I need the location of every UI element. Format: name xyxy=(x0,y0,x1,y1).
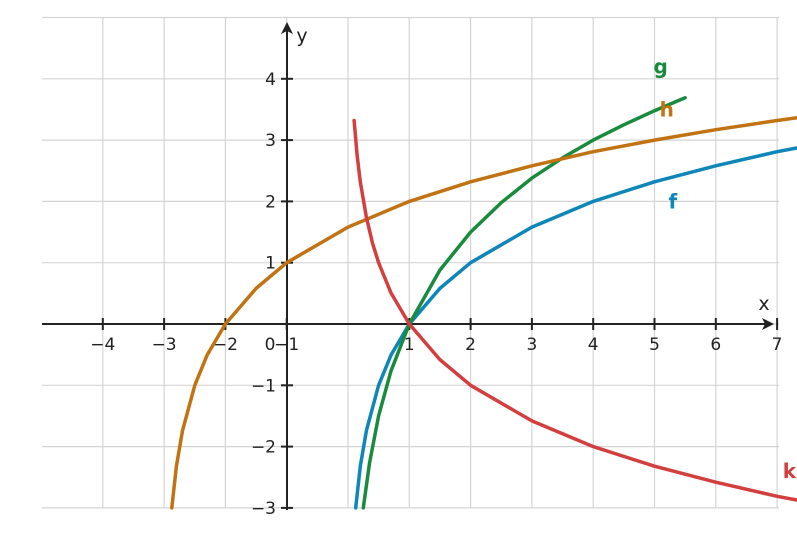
curve-g xyxy=(361,96,687,510)
y-tick-label: −2 xyxy=(251,438,276,458)
x-tick-label: 4 xyxy=(588,335,599,355)
curves xyxy=(170,96,797,510)
x-tick-label: 1 xyxy=(404,335,415,355)
curve-h xyxy=(170,115,797,510)
y-tick-label: 3 xyxy=(265,131,276,151)
x-tick-label: 3 xyxy=(526,335,537,355)
x-tick-label: −2 xyxy=(213,335,238,355)
y-axis-arrow xyxy=(281,22,293,34)
curve-f xyxy=(353,146,797,510)
x-tick-label: 5 xyxy=(649,335,660,355)
grid xyxy=(42,16,779,509)
x-axis-label: x xyxy=(758,293,769,315)
y-tick-label: −3 xyxy=(251,499,276,519)
series-labels: f gh k xyxy=(653,55,796,484)
series-label-h: h xyxy=(660,97,674,121)
x-tick-label: −1 xyxy=(274,335,299,355)
series-label-g: g xyxy=(653,55,667,79)
axes xyxy=(42,22,774,510)
curve-k xyxy=(352,118,797,502)
x-tick-label: 6 xyxy=(710,335,721,355)
x-tick-label: 0 xyxy=(265,335,276,355)
y-tick-label: −1 xyxy=(251,376,276,396)
series-label-f: f xyxy=(669,189,678,213)
x-axis-arrow xyxy=(762,318,774,330)
x-tick-label: −4 xyxy=(90,335,115,355)
x-tick-label: −3 xyxy=(152,335,177,355)
y-tick-label: 1 xyxy=(265,254,276,274)
y-tick-label: 2 xyxy=(265,192,276,212)
y-axis-label: y xyxy=(296,25,307,47)
y-tick-label: 4 xyxy=(265,70,276,90)
x-tick-label: 2 xyxy=(465,335,476,355)
series-label-k: k xyxy=(783,459,797,483)
x-tick-label: 7 xyxy=(772,335,783,355)
